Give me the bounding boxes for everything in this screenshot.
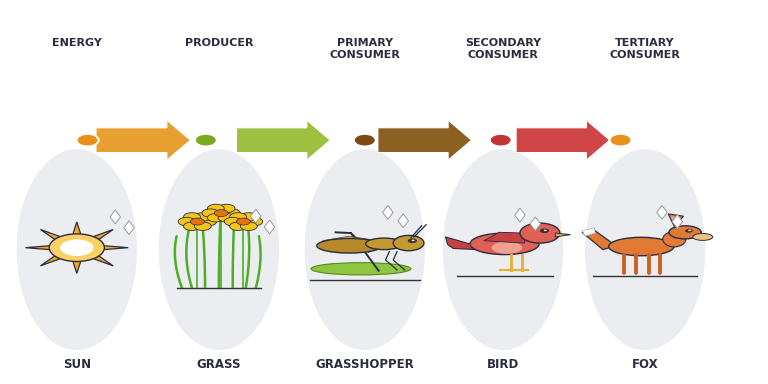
Circle shape: [207, 214, 224, 222]
Ellipse shape: [693, 233, 713, 240]
Polygon shape: [382, 205, 393, 219]
Circle shape: [356, 136, 374, 145]
Circle shape: [200, 217, 217, 226]
Polygon shape: [398, 214, 409, 228]
Text: SUN: SUN: [63, 358, 91, 371]
Text: PRIMARY
CONSUMER: PRIMARY CONSUMER: [329, 38, 400, 60]
Circle shape: [544, 230, 547, 231]
Polygon shape: [672, 215, 683, 228]
Polygon shape: [41, 230, 63, 241]
Circle shape: [184, 222, 200, 230]
Circle shape: [218, 214, 235, 222]
Ellipse shape: [663, 232, 686, 247]
Circle shape: [246, 217, 263, 226]
Circle shape: [60, 239, 94, 256]
Circle shape: [194, 134, 217, 146]
Circle shape: [685, 229, 693, 233]
Polygon shape: [378, 120, 472, 160]
Text: GRASSHOPPER: GRASSHOPPER: [316, 358, 414, 371]
Ellipse shape: [160, 150, 278, 349]
Circle shape: [611, 136, 630, 145]
Polygon shape: [264, 220, 275, 234]
Polygon shape: [582, 229, 616, 250]
Ellipse shape: [311, 263, 411, 275]
Circle shape: [49, 234, 104, 262]
Text: TERTIARY
CONSUMER: TERTIARY CONSUMER: [610, 38, 680, 60]
Circle shape: [223, 209, 240, 217]
Text: SECONDARY
CONSUMER: SECONDARY CONSUMER: [465, 38, 541, 60]
Circle shape: [688, 230, 691, 231]
Circle shape: [408, 238, 417, 243]
Ellipse shape: [470, 233, 539, 255]
Text: ENERGY: ENERGY: [52, 38, 101, 48]
Polygon shape: [530, 217, 541, 231]
Circle shape: [194, 213, 211, 221]
Polygon shape: [445, 237, 476, 250]
Text: FOX: FOX: [632, 358, 658, 371]
Ellipse shape: [608, 237, 674, 256]
Polygon shape: [484, 232, 526, 243]
Circle shape: [240, 213, 257, 221]
Ellipse shape: [585, 150, 705, 349]
Polygon shape: [670, 216, 681, 225]
Circle shape: [520, 223, 560, 243]
Circle shape: [184, 213, 200, 221]
Circle shape: [224, 217, 241, 226]
Ellipse shape: [316, 238, 382, 253]
Polygon shape: [323, 236, 372, 246]
Ellipse shape: [305, 150, 424, 349]
Ellipse shape: [366, 238, 402, 250]
Circle shape: [240, 222, 257, 230]
Circle shape: [197, 136, 215, 145]
Polygon shape: [91, 230, 113, 241]
Circle shape: [492, 136, 510, 145]
Circle shape: [178, 217, 195, 226]
Circle shape: [76, 134, 99, 146]
Text: BIRD: BIRD: [487, 358, 519, 371]
Circle shape: [78, 136, 97, 145]
Polygon shape: [72, 260, 81, 273]
Text: PRODUCER: PRODUCER: [184, 38, 253, 48]
Ellipse shape: [443, 150, 562, 349]
Circle shape: [353, 134, 376, 146]
Circle shape: [207, 204, 224, 213]
Circle shape: [230, 222, 247, 230]
Polygon shape: [555, 233, 571, 237]
Ellipse shape: [669, 226, 701, 239]
Polygon shape: [110, 210, 121, 224]
Circle shape: [489, 134, 512, 146]
Circle shape: [412, 240, 415, 241]
Circle shape: [237, 218, 250, 225]
Polygon shape: [101, 245, 128, 250]
Circle shape: [194, 222, 211, 230]
Text: GRASS: GRASS: [197, 358, 241, 371]
Polygon shape: [516, 120, 610, 160]
Ellipse shape: [18, 150, 137, 349]
Polygon shape: [72, 222, 81, 235]
Polygon shape: [41, 255, 63, 266]
Circle shape: [393, 235, 424, 251]
Polygon shape: [237, 120, 330, 160]
Circle shape: [190, 218, 204, 225]
Polygon shape: [124, 221, 134, 235]
Polygon shape: [25, 245, 52, 250]
Polygon shape: [250, 209, 261, 223]
Circle shape: [218, 204, 235, 213]
Circle shape: [214, 210, 228, 217]
Ellipse shape: [492, 242, 522, 254]
Circle shape: [230, 213, 247, 221]
Polygon shape: [96, 120, 190, 160]
Polygon shape: [91, 255, 113, 266]
Polygon shape: [657, 205, 667, 219]
Polygon shape: [668, 214, 684, 227]
Circle shape: [540, 228, 549, 233]
Circle shape: [609, 134, 632, 146]
Polygon shape: [582, 228, 595, 236]
Polygon shape: [515, 208, 525, 222]
Circle shape: [202, 209, 219, 217]
